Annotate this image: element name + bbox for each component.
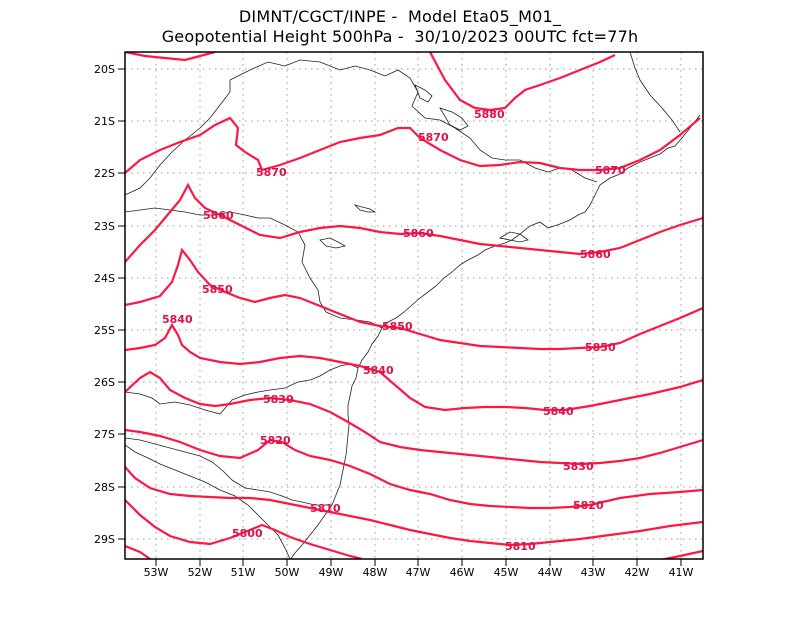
contour-label-5850-east: 5850 (585, 341, 616, 354)
contour-5840 (125, 322, 703, 412)
lat-label-25s: 25S (94, 324, 115, 337)
contour-label-5830-west: 5830 (263, 393, 294, 406)
contour-5790 (125, 544, 151, 559)
lon-label-49w: 49W (319, 566, 344, 579)
state-border-ms-sp (125, 80, 231, 196)
lat-label-29s: 29S (94, 533, 115, 546)
state-border-sp-pr (125, 207, 383, 329)
contour-5800-right (659, 549, 703, 559)
guanabara-bay (498, 231, 529, 243)
map-frame (124, 51, 704, 560)
lat-label-28s: 28S (94, 481, 115, 494)
lat-label-27s: 27S (94, 428, 115, 441)
contour-5810 (125, 466, 703, 547)
contour-label-5850-mid: 5850 (382, 320, 413, 333)
contour-5880 (429, 52, 616, 112)
contour-5830 (125, 370, 703, 466)
contour-label-5860-mid: 5860 (403, 227, 434, 240)
state-border-mg-rj (439, 119, 598, 183)
island-ilhabela (353, 204, 377, 213)
contour-5870 (125, 116, 701, 174)
lat-label-24s: 24S (94, 272, 115, 285)
contour-label-5850-west: 5850 (202, 283, 233, 296)
contour-label-5840-east: 5840 (543, 405, 574, 418)
contour-label-group: 5880 5870 5870 5870 5860 5860 5860 5850 … (162, 108, 626, 553)
contour-5860 (125, 182, 703, 263)
lon-label-50w: 50W (275, 566, 300, 579)
state-border-sc-rs (125, 437, 332, 506)
contour-5850 (125, 247, 703, 351)
contour-label-5880: 5880 (474, 108, 505, 121)
contour-label-5830-east: 5830 (563, 460, 594, 473)
lagoon-sp (319, 237, 347, 249)
contour-label-5810-west: 5810 (310, 502, 341, 515)
coastline-atlantic (290, 114, 701, 559)
country-border-sw (125, 444, 291, 559)
contour-label-5840-mid: 5840 (363, 364, 394, 377)
contour-label-5810-east: 5810 (505, 540, 536, 553)
contour-label-5820-west: 5820 (260, 434, 291, 447)
title-line-2: Geopotential Height 500hPa - 30/10/2023 … (161, 27, 639, 46)
lon-label-46w: 46W (450, 566, 475, 579)
lat-label-26s: 26S (94, 376, 115, 389)
lat-label-20s: 20S (94, 63, 115, 76)
lat-axis: 20S 21S 22S 23S 24S 25S 26S 27S 28S 29S (94, 63, 125, 546)
lat-label-23s: 23S (94, 220, 115, 233)
lat-label-22s: 22S (94, 167, 115, 180)
contour-label-5860-east: 5860 (580, 248, 611, 261)
contour-label-5820-east: 5820 (573, 499, 604, 512)
lat-label-21s: 21S (94, 115, 115, 128)
contour-5820 (125, 428, 703, 510)
lon-label-44w: 44W (538, 566, 563, 579)
lon-label-43w: 43W (581, 566, 606, 579)
contour-5880-left (125, 52, 216, 62)
lon-label-47w: 47W (406, 566, 431, 579)
lakes-mg (414, 84, 469, 131)
lon-label-48w: 48W (363, 566, 388, 579)
contour-label-5860-west: 5860 (203, 209, 234, 222)
lon-label-45w: 45W (494, 566, 519, 579)
lon-label-53w: 53W (144, 566, 169, 579)
lon-label-42w: 42W (625, 566, 650, 579)
lon-label-41w: 41W (669, 566, 694, 579)
contour-label-5870-west: 5870 (256, 166, 287, 179)
state-border-sp-mg (229, 59, 441, 121)
contour-5800 (125, 499, 363, 559)
lon-label-52w: 52W (188, 566, 213, 579)
contour-label-5870-east: 5870 (595, 164, 626, 177)
state-border-pr-sc (125, 363, 359, 415)
title-line-1: DIMNT/CGCT/INPE - Model Eta05_M01_ (238, 7, 562, 26)
lon-label-51w: 51W (231, 566, 256, 579)
contour-label-5800: 5800 (232, 527, 263, 540)
contours (125, 52, 703, 559)
contour-label-5870-mid: 5870 (418, 131, 449, 144)
lon-axis: 53W 52W 51W 50W 49W 48W 47W 46W 45W 44W … (144, 559, 694, 579)
state-border-mg-es (629, 52, 681, 133)
contour-label-5840-west: 5840 (162, 313, 193, 326)
coastline (125, 52, 701, 559)
